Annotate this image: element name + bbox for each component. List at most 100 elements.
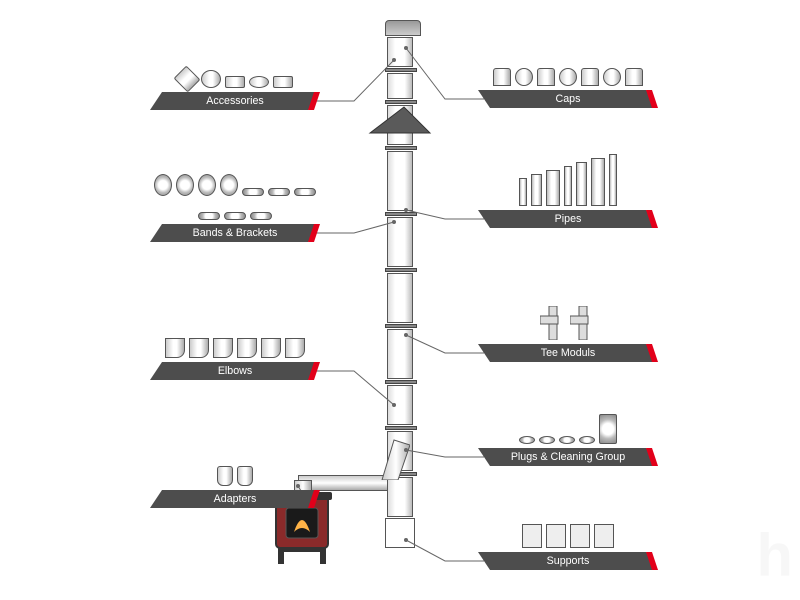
- part-icon: [564, 166, 572, 206]
- category-caps: Caps: [478, 28, 658, 108]
- category-label: Accessories: [150, 92, 320, 110]
- part-icon: [198, 212, 220, 220]
- part-icon: [537, 68, 555, 86]
- part-icon: [237, 466, 253, 486]
- category-label: Supports: [478, 552, 658, 570]
- category-items: [150, 428, 320, 490]
- category-items: [478, 28, 658, 90]
- part-icon: [570, 524, 590, 548]
- part-icon: [249, 76, 269, 88]
- part-icon: [237, 338, 257, 358]
- chimney-pipe: [387, 385, 413, 425]
- category-pipes: Pipes: [478, 148, 658, 228]
- watermark: h: [756, 521, 790, 590]
- part-icon: [609, 154, 617, 206]
- category-label: Adapters: [150, 490, 320, 508]
- chimney-pipe: [387, 73, 413, 99]
- category-label-text: Accessories: [206, 95, 263, 107]
- chimney-ring: [385, 212, 417, 216]
- part-icon: [198, 174, 216, 196]
- part-icon: [546, 170, 560, 206]
- category-items: [150, 30, 320, 92]
- part-icon: [217, 466, 233, 486]
- category-items: [478, 386, 658, 448]
- roof-flashing: [360, 105, 440, 135]
- part-icon: [519, 178, 527, 206]
- category-supports: Supports: [478, 490, 658, 570]
- category-label-text: Elbows: [218, 365, 252, 377]
- category-items: [478, 490, 658, 552]
- chimney-pipe: [387, 273, 413, 323]
- chimney-pipe: [387, 151, 413, 211]
- part-icon: [165, 338, 185, 358]
- category-plugs: Plugs & Cleaning Group: [478, 386, 658, 466]
- part-icon: [189, 338, 209, 358]
- part-icon: [570, 306, 596, 340]
- chimney-ring: [385, 380, 417, 384]
- category-items: [150, 300, 320, 362]
- part-icon: [599, 414, 617, 444]
- chimney-open-box: [385, 518, 415, 548]
- part-icon: [519, 436, 535, 444]
- category-label-text: Bands & Brackets: [193, 227, 278, 239]
- chimney-ring: [385, 324, 417, 328]
- part-icon: [522, 524, 542, 548]
- part-icon: [285, 338, 305, 358]
- category-items: [150, 162, 320, 224]
- part-icon: [268, 188, 290, 196]
- chimney-pipe: [387, 217, 413, 267]
- category-label-text: Caps: [556, 93, 581, 105]
- part-icon: [559, 68, 577, 86]
- part-icon: [603, 68, 621, 86]
- part-icon: [493, 68, 511, 86]
- part-icon: [594, 524, 614, 548]
- category-label-text: Pipes: [555, 213, 582, 225]
- part-icon: [540, 306, 566, 340]
- category-label: Plugs & Cleaning Group: [478, 448, 658, 466]
- category-label: Elbows: [150, 362, 320, 380]
- part-icon: [581, 68, 599, 86]
- part-icon: [273, 76, 293, 88]
- category-label: Caps: [478, 90, 658, 108]
- part-icon: [154, 174, 172, 196]
- chimney-ring: [385, 68, 417, 72]
- part-icon: [576, 162, 587, 206]
- part-icon: [294, 188, 316, 196]
- part-icon: [531, 174, 542, 206]
- category-items: [478, 148, 658, 210]
- category-label-text: Tee Moduls: [541, 347, 596, 359]
- part-icon: [261, 338, 281, 358]
- category-label: Pipes: [478, 210, 658, 228]
- part-icon: [591, 158, 605, 206]
- part-icon: [201, 70, 221, 88]
- chimney-pipe: [387, 37, 413, 67]
- angled-branch: [370, 430, 410, 480]
- category-label-text: Plugs & Cleaning Group: [511, 451, 625, 463]
- part-icon: [559, 436, 575, 444]
- category-accessories: Accessories: [150, 30, 320, 110]
- part-icon: [213, 338, 233, 358]
- part-icon: [546, 524, 566, 548]
- category-tee: Tee Moduls: [478, 282, 658, 362]
- part-icon: [515, 68, 533, 86]
- chimney-ring: [385, 146, 417, 150]
- part-icon: [220, 174, 238, 196]
- part-icon: [224, 212, 246, 220]
- chimney-pipe: [387, 477, 413, 517]
- category-label-text: Adapters: [214, 493, 257, 505]
- category-label-text: Supports: [547, 555, 590, 567]
- part-icon: [625, 68, 643, 86]
- category-items: [478, 282, 658, 344]
- category-bands: Bands & Brackets: [150, 162, 320, 242]
- part-icon: [176, 174, 194, 196]
- chimney-ring: [385, 268, 417, 272]
- part-icon: [250, 212, 272, 220]
- chimney-pipe: [387, 329, 413, 379]
- part-icon: [539, 436, 555, 444]
- chimney-cap: [385, 20, 421, 36]
- chimney-ring: [385, 100, 417, 104]
- category-label: Tee Moduls: [478, 344, 658, 362]
- category-adapters: Adapters: [150, 428, 320, 508]
- chimney-system-diagram: Accessories Caps Bands & Brackets Pipes …: [0, 0, 800, 600]
- part-icon: [225, 76, 245, 88]
